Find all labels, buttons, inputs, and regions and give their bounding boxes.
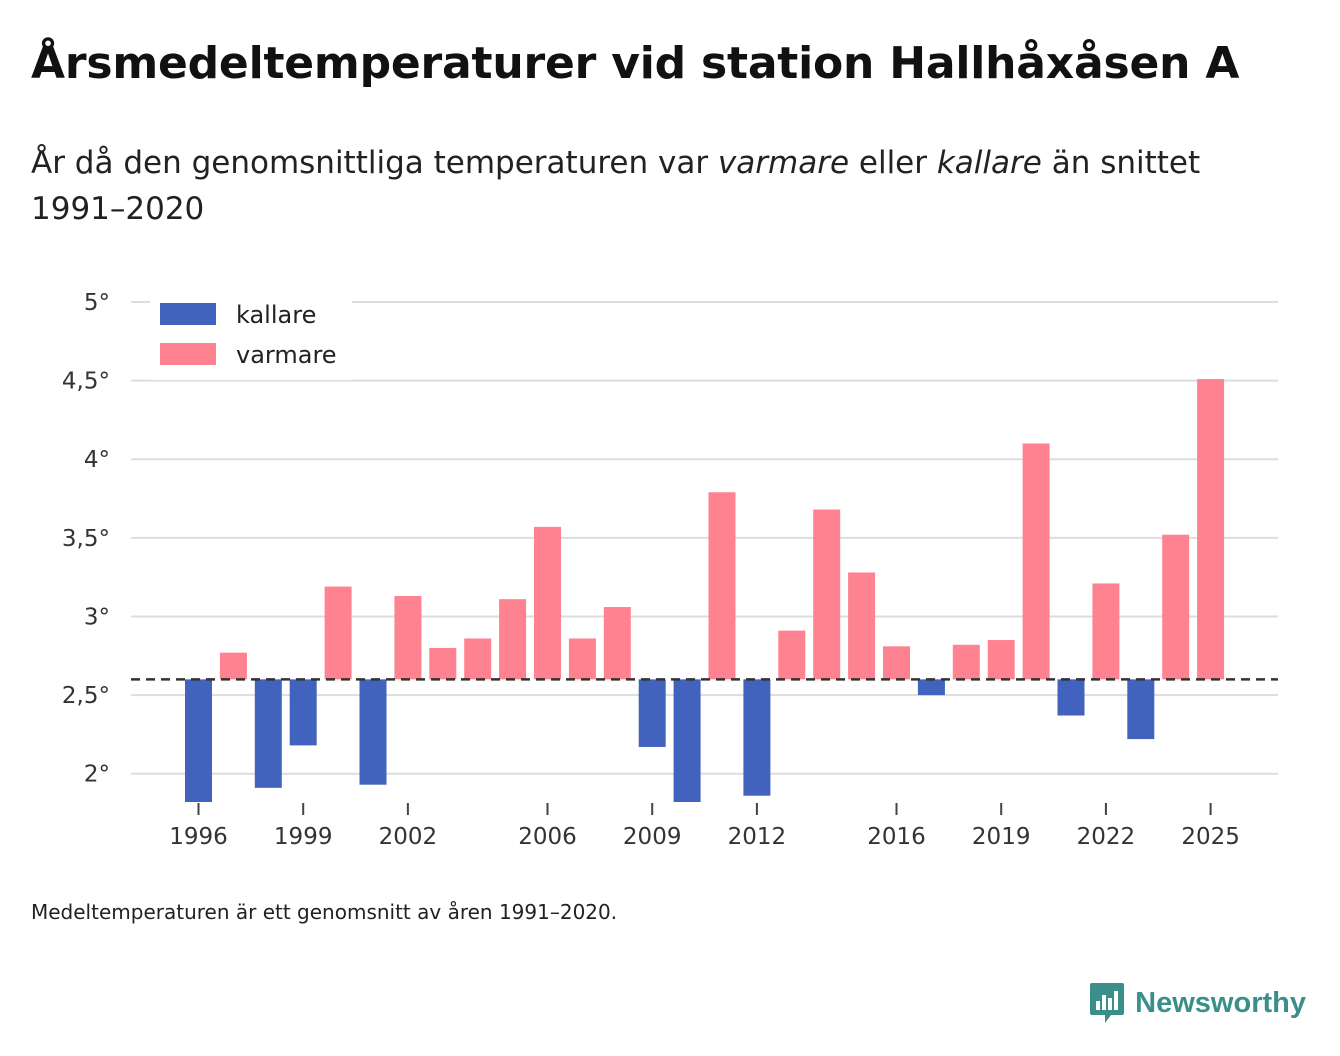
bar-2006 — [534, 526, 561, 680]
bar-2025 — [1197, 379, 1225, 680]
bar-2014 — [813, 509, 841, 680]
bar-2023 — [1127, 679, 1155, 740]
bar-2020 — [1022, 443, 1050, 680]
gridlines — [131, 301, 1278, 775]
bar-2008 — [603, 607, 631, 680]
newsworthy-logo: Newsworthy — [1089, 980, 1306, 1026]
bar-2017 — [917, 679, 945, 696]
y-tick-label: 2° — [84, 762, 110, 788]
brand-name: Newsworthy — [1135, 986, 1306, 1019]
bar-2007 — [568, 638, 596, 680]
x-tick-label: 2022 — [1077, 824, 1136, 850]
subtitle-cold-word: kallare — [936, 145, 1042, 181]
legend-swatch-varmare — [160, 343, 216, 365]
y-tick-label: 4,5° — [62, 369, 110, 395]
chart-subtitle: År då den genomsnittliga temperaturen va… — [31, 140, 1231, 232]
bar-2015 — [848, 572, 876, 680]
bar-2003 — [429, 647, 457, 680]
subtitle-warm-word: varmare — [717, 145, 850, 181]
bar-1998 — [254, 679, 282, 788]
bar-2011 — [708, 492, 736, 680]
bar-1997 — [219, 652, 247, 680]
bar-2005 — [499, 599, 527, 680]
x-tick-label: 1996 — [169, 824, 228, 850]
bar-2022 — [1092, 583, 1120, 680]
bar-1999 — [289, 679, 317, 746]
bar-2021 — [1057, 679, 1085, 716]
x-tick-label: 2016 — [867, 824, 926, 850]
bar-2010 — [673, 679, 701, 802]
bar-2004 — [464, 638, 492, 680]
x-tick-label: 2019 — [972, 824, 1031, 850]
bar-2018 — [952, 644, 980, 680]
x-tick-label: 2025 — [1181, 824, 1240, 850]
footnote: Medeltemperaturen är ett genomsnitt av å… — [31, 900, 618, 924]
chart-title: Årsmedeltemperaturer vid station Hallhåx… — [31, 38, 1240, 89]
subtitle-text-start: År då den genomsnittliga temperaturen va… — [31, 145, 718, 181]
y-tick-label: 2,5° — [62, 683, 110, 709]
x-tick-label: 2012 — [728, 824, 787, 850]
subtitle-text-end: än snittet 1991–2020 — [31, 145, 1201, 227]
x-tick-label: 1999 — [274, 824, 333, 850]
bar-2016 — [883, 646, 910, 680]
bars — [185, 379, 1225, 802]
x-tick-label: 2002 — [379, 824, 438, 850]
bar-2009 — [638, 679, 666, 747]
bar-2024 — [1162, 534, 1190, 680]
temperature-bar-chart: 2° 2,5° 3° 3,5° 4° 4,5° 5° 1996 1999 2002 2006 2009… — [62, 290, 1278, 850]
bar-2002 — [394, 596, 422, 680]
axes: 2° 2,5° 3° 3,5° 4° 4,5° 5° 1996 1999 2002 2006 2009… — [62, 290, 1278, 850]
bar-2000 — [324, 586, 352, 680]
y-tick-label: 5° — [84, 290, 110, 316]
newsworthy-logo-icon — [1090, 983, 1125, 1023]
legend-swatch-kallare — [160, 303, 216, 325]
legend: kallare varmare — [150, 292, 352, 380]
x-tick-label: 2006 — [518, 824, 577, 850]
bar-1996 — [185, 679, 212, 802]
bar-2019 — [987, 640, 1015, 680]
y-tick-label: 4° — [84, 447, 110, 473]
y-tick-label: 3,5° — [62, 526, 110, 552]
subtitle-text-mid: eller — [849, 145, 937, 181]
bar-2013 — [778, 630, 806, 680]
bar-2001 — [359, 679, 387, 785]
bar-2012 — [743, 679, 771, 796]
legend-label-varmare: varmare — [236, 341, 337, 369]
y-tick-label: 3° — [84, 604, 110, 630]
x-tick-label: 2009 — [623, 824, 682, 850]
legend-label-kallare: kallare — [236, 301, 316, 329]
